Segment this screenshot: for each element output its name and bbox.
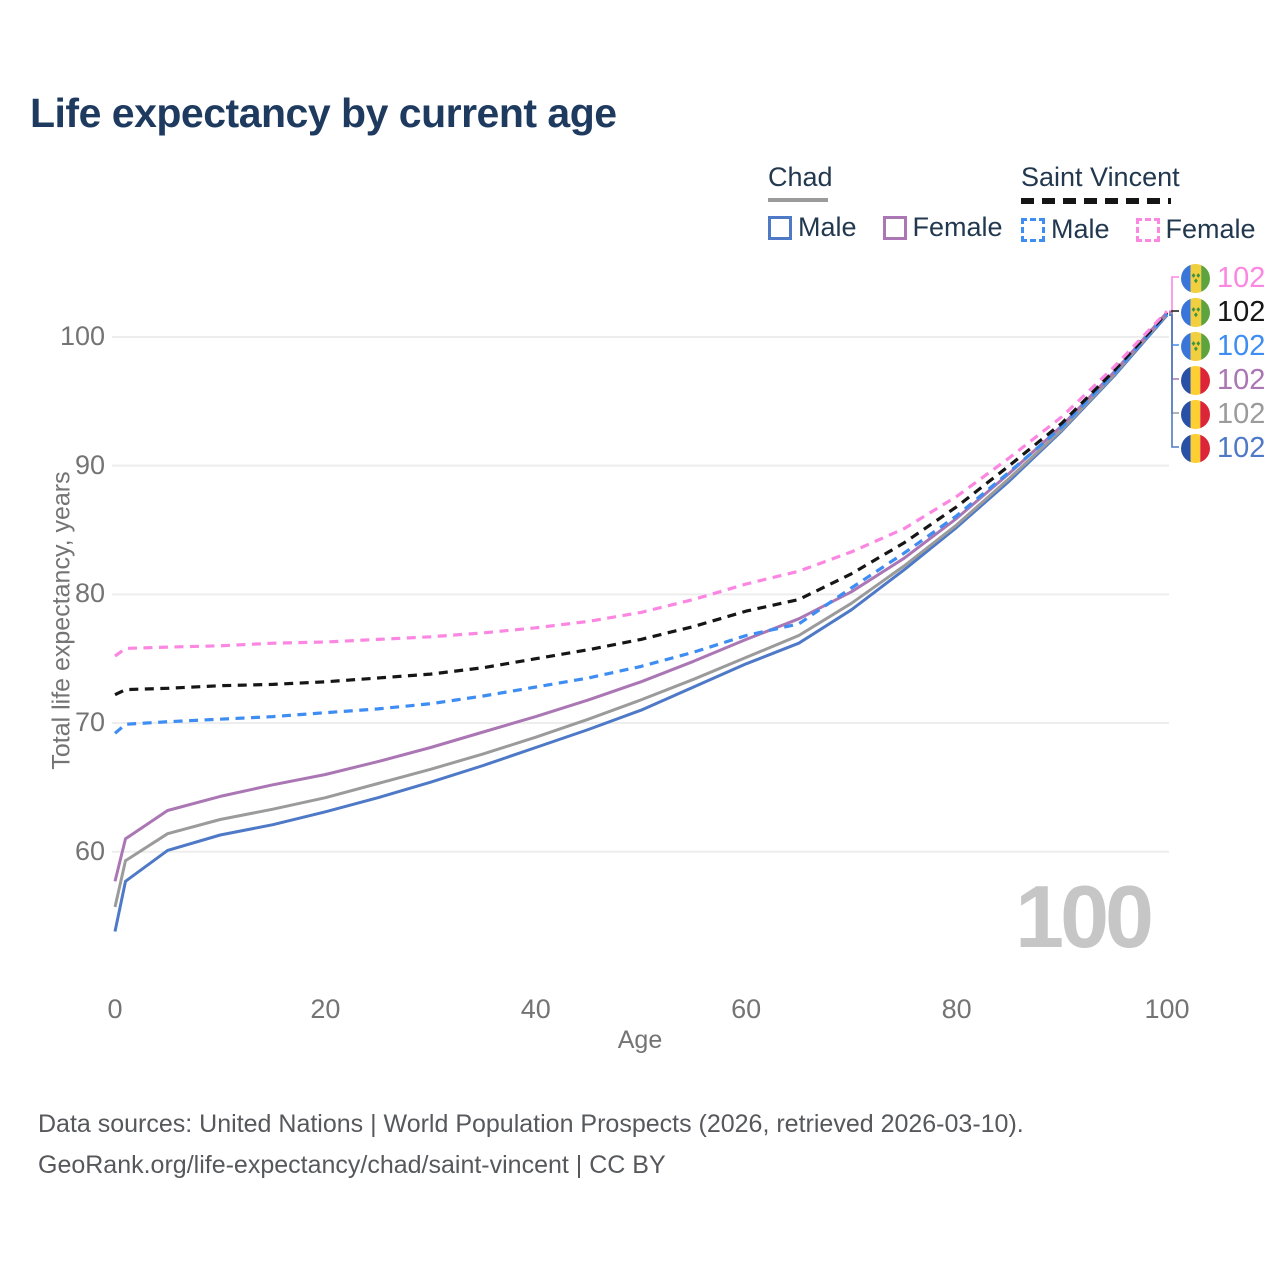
- y-tick-60: 60: [74, 835, 105, 866]
- end-label-row-chad-male: 102: [1181, 432, 1265, 465]
- end-value-saint-vincent-female: 102: [1217, 262, 1266, 294]
- legend-label-saint-vincent-female[interactable]: Female: [1165, 214, 1256, 244]
- x-tick-60: 60: [731, 994, 762, 1024]
- end-label-row-chad-female: 102: [1181, 364, 1265, 397]
- series-line-saint-vincent-male: [113, 312, 1169, 735]
- series-line-chad-female: [113, 311, 1169, 882]
- end-value-chad-female: 102: [1217, 364, 1266, 396]
- legend-label-saint-vincent-male[interactable]: Male: [1051, 214, 1110, 244]
- page-title: Life expectancy by current age: [30, 90, 617, 136]
- age-watermark: 100: [1015, 867, 1154, 966]
- x-tick-40: 40: [520, 994, 551, 1024]
- y-tick-80: 80: [74, 578, 105, 609]
- legend-group-saint-vincent: Saint Vincent Male Female: [1021, 162, 1276, 245]
- end-label-row-saint-vincent-male: 102: [1181, 330, 1265, 363]
- y-tick-90: 90: [74, 449, 105, 480]
- legend-label-chad-male[interactable]: Male: [798, 212, 857, 242]
- footer-data-sources: Data sources: United Nations | World Pop…: [38, 1110, 1024, 1138]
- end-label-row-saint-vincent-female: 102: [1181, 262, 1265, 295]
- x-tick-100: 100: [1144, 994, 1190, 1024]
- x-axis-title: Age: [617, 1026, 663, 1054]
- series-line-saint-vincent-both-sexes: [114, 311, 1169, 697]
- flag-icon-saint-vincent: [1181, 332, 1210, 361]
- end-label-row-saint-vincent-both-sexes: 102: [1181, 296, 1265, 329]
- x-tick-80: 80: [941, 994, 972, 1024]
- legend-chad-line-sample: [768, 198, 828, 202]
- x-tick-20: 20: [310, 994, 341, 1024]
- legend-checkbox-chad-male[interactable]: [768, 215, 792, 240]
- flag-icon-chad: [1181, 366, 1210, 395]
- legend-saint-vincent-line-sample: [1021, 198, 1171, 204]
- footer: Data sources: United Nations | World Pop…: [38, 1104, 1024, 1186]
- legend-checkbox-saint-vincent-male[interactable]: [1021, 217, 1045, 242]
- flag-icon-saint-vincent: [1181, 298, 1210, 327]
- legend-country-saint-vincent[interactable]: Saint Vincent: [1021, 162, 1180, 192]
- flag-icon-chad: [1181, 400, 1210, 429]
- end-value-saint-vincent-male: 102: [1217, 330, 1266, 362]
- footer-attribution[interactable]: GeoRank.org/life-expectancy/chad/saint-v…: [38, 1151, 666, 1179]
- y-axis-title: Total life expectancy, years: [47, 471, 76, 770]
- end-label-row-chad-both-sexes: 102: [1181, 398, 1265, 431]
- end-value-chad-male: 102: [1217, 432, 1266, 464]
- leader-line-saint-vincent-female: [1169, 276, 1179, 312]
- end-value-saint-vincent-both-sexes: 102: [1217, 296, 1266, 328]
- series-line-saint-vincent-female: [114, 310, 1169, 658]
- legend-group-chad: Chad Male Female: [768, 162, 1023, 243]
- y-tick-70: 70: [74, 707, 105, 738]
- leader-line-chad-female: [1169, 311, 1179, 380]
- end-value-chad-both-sexes: 102: [1217, 398, 1266, 430]
- legend-country-chad[interactable]: Chad: [768, 162, 833, 192]
- flag-icon-chad: [1181, 434, 1210, 463]
- legend-checkbox-saint-vincent-female[interactable]: [1135, 217, 1160, 242]
- series-line-chad-both-sexes: [113, 312, 1169, 908]
- y-tick-100: 100: [59, 320, 105, 351]
- leader-line-saint-vincent-male: [1169, 313, 1179, 346]
- leader-line-saint-vincent-both-sexes: [1169, 310, 1179, 314]
- x-tick-0: 0: [107, 994, 123, 1024]
- leader-line-chad-both-sexes: [1169, 313, 1179, 414]
- legend-label-chad-female[interactable]: Female: [912, 212, 1003, 242]
- leader-line-chad-male: [1169, 314, 1179, 448]
- series-line-chad-male: [113, 314, 1169, 932]
- legend-checkbox-chad-female[interactable]: [882, 215, 907, 240]
- flag-icon-saint-vincent: [1181, 264, 1210, 293]
